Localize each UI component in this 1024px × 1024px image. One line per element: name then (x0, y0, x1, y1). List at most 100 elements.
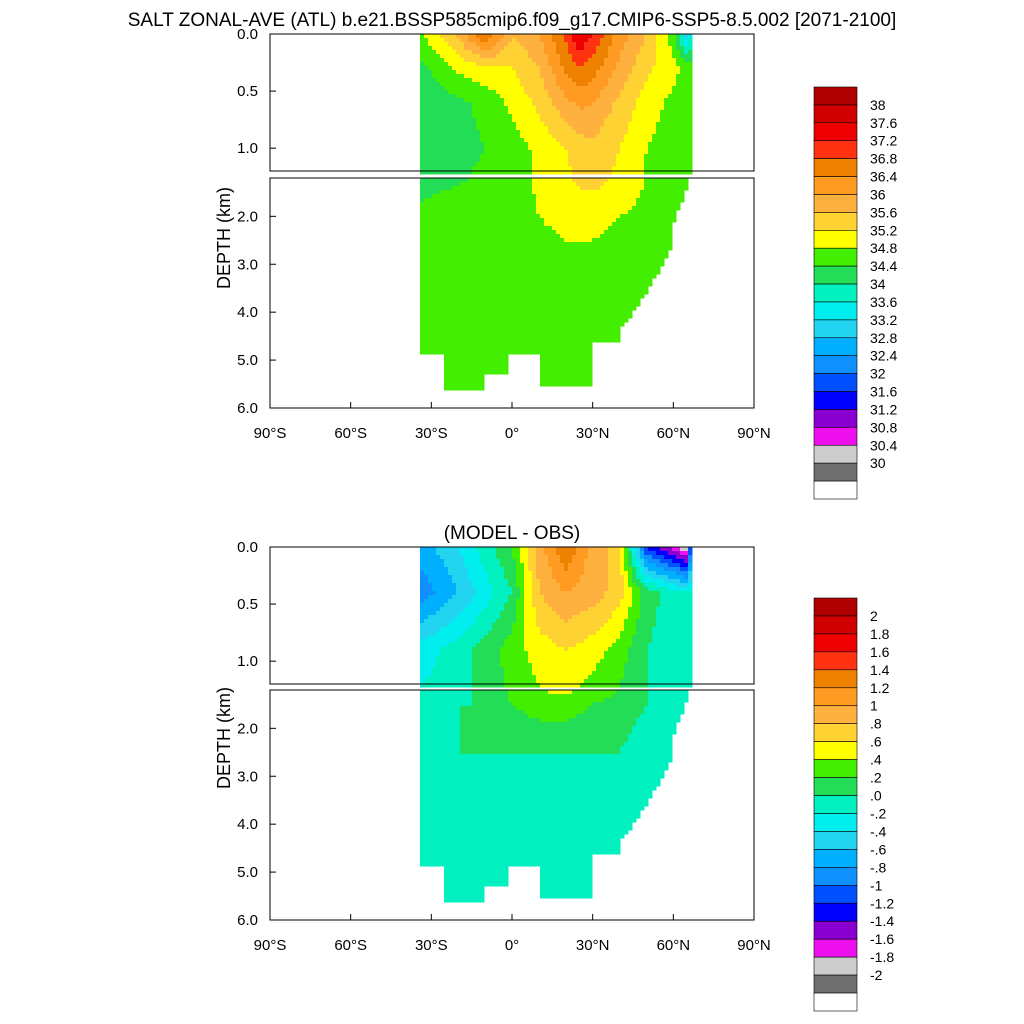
field-cell (452, 362, 457, 367)
field-cell (468, 194, 473, 199)
field-cell (508, 258, 513, 263)
field-cell (552, 138, 557, 143)
field-cell (440, 250, 445, 255)
field-cell (624, 226, 629, 231)
field-cell (460, 130, 465, 135)
field-cell (552, 262, 557, 267)
field-cell (608, 214, 613, 219)
field-cell (460, 254, 465, 259)
field-cell (456, 310, 461, 315)
field-cell (524, 38, 529, 43)
field-cell (568, 234, 573, 239)
field-cell (540, 250, 545, 255)
field-cell (608, 298, 613, 303)
field-cell (588, 94, 593, 99)
field-cell (660, 70, 665, 75)
field-cell (500, 370, 505, 375)
field-cell (548, 302, 553, 307)
field-cell (624, 306, 629, 311)
field-cell (444, 102, 449, 107)
field-cell (476, 34, 481, 39)
field-cell (580, 146, 585, 151)
field-cell (524, 114, 529, 119)
field-cell (516, 114, 521, 119)
field-cell (636, 66, 641, 71)
field-cell (432, 310, 437, 315)
field-cell (604, 254, 609, 259)
field-cell (580, 374, 585, 379)
field-cell (532, 126, 537, 131)
field-cell (532, 278, 537, 283)
field-cell (448, 42, 453, 47)
field-cell (420, 254, 425, 259)
field-cell (432, 98, 437, 103)
field-cell (616, 50, 621, 55)
field-cell (640, 42, 645, 47)
field-cell (560, 110, 565, 115)
field-cell (496, 166, 501, 171)
field-cell (532, 102, 537, 107)
field-cell (528, 122, 533, 127)
field-cell (636, 38, 641, 43)
field-cell (428, 342, 433, 347)
field-cell (580, 114, 585, 119)
field-cell (660, 146, 665, 151)
field-cell (640, 274, 645, 279)
field-cell (484, 66, 489, 71)
field-cell (552, 302, 557, 307)
field-cell (548, 358, 553, 363)
field-cell (428, 242, 433, 247)
field-cell (464, 322, 469, 327)
field-cell (552, 266, 557, 271)
field-cell (644, 122, 649, 127)
field-cell (672, 62, 677, 67)
field-cell (636, 42, 641, 47)
field-cell (484, 138, 489, 143)
field-cell (560, 166, 565, 171)
field-cell (600, 322, 605, 327)
field-cell (500, 70, 505, 75)
field-cell (568, 66, 573, 71)
field-cell (432, 106, 437, 111)
field-cell (560, 330, 565, 335)
field-cell (484, 226, 489, 231)
field-cell (464, 42, 469, 47)
field-cell (544, 54, 549, 59)
field-cell (588, 122, 593, 127)
field-cell (460, 38, 465, 43)
field-cell (512, 298, 517, 303)
field-cell (496, 370, 501, 375)
field-cell (444, 302, 449, 307)
field-cell (440, 146, 445, 151)
field-cell (452, 262, 457, 267)
field-cell (612, 230, 617, 235)
field-cell (452, 166, 457, 171)
field-cell (484, 294, 489, 299)
field-cell (596, 298, 601, 303)
field-cell (612, 274, 617, 279)
field-cell (520, 54, 525, 59)
field-cell (532, 210, 537, 215)
field-cell (644, 74, 649, 79)
field-cell (624, 266, 629, 271)
field-cell (544, 310, 549, 315)
field-cell (440, 322, 445, 327)
field-cell (580, 210, 585, 215)
field-cell (524, 254, 529, 259)
field-cell (536, 74, 541, 79)
field-cell (448, 334, 453, 339)
field-cell (556, 298, 561, 303)
field-cell (548, 170, 553, 175)
field-cell (480, 54, 485, 59)
field-cell (600, 338, 605, 343)
field-cell (664, 62, 669, 67)
field-cell (612, 82, 617, 87)
field-cell (452, 46, 457, 51)
field-cell (464, 342, 469, 347)
field-cell (588, 118, 593, 123)
field-cell (548, 210, 553, 215)
field-cell (532, 306, 537, 311)
field-cell (620, 210, 625, 215)
field-cell (572, 214, 577, 219)
field-cell (420, 190, 425, 195)
